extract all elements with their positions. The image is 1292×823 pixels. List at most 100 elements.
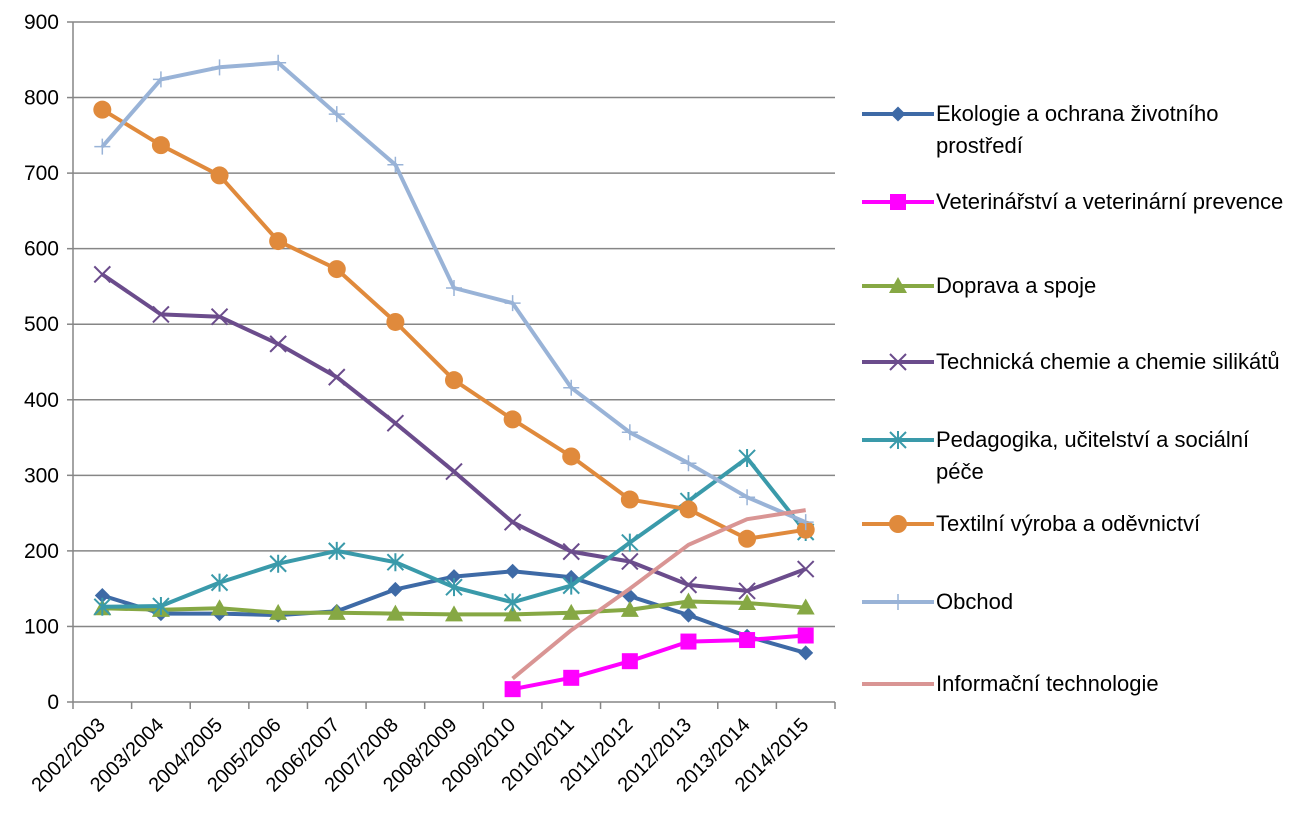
y-tick-label: 700 (24, 162, 59, 185)
legend-label: Pedagogika, učitelství a sociální péče (936, 427, 1250, 484)
data-point (738, 448, 756, 467)
data-point (503, 605, 522, 622)
data-point (680, 633, 697, 650)
data-point (680, 607, 696, 623)
data-point (620, 600, 639, 617)
legend-marker (889, 431, 907, 449)
data-point (562, 603, 581, 620)
data-point (503, 513, 522, 531)
data-point (94, 587, 110, 603)
data-point (445, 605, 463, 622)
data-point (739, 489, 756, 506)
data-point (270, 54, 287, 71)
legend-label: Textilní výroba a oděvnictví (936, 511, 1201, 536)
legend-item: Doprava a spoje (860, 270, 1290, 302)
legend-item: Informační technologie (860, 668, 1290, 700)
data-point (386, 312, 405, 331)
y-tick-label: 200 (24, 540, 59, 563)
y-tick-label: 800 (24, 87, 59, 110)
data-point (210, 307, 229, 326)
data-point (328, 541, 346, 560)
x-axis-tick-labels: 2002/20032003/20042004/20052005/20062006… (27, 714, 813, 796)
y-axis-tick-labels: 0 100 200 300 400 500 600 700 800 900 (24, 11, 59, 714)
data-point (679, 576, 698, 594)
y-tick-label: 0 (47, 691, 59, 714)
data-point (386, 414, 405, 432)
data-point (387, 581, 403, 597)
series-6 (94, 54, 814, 531)
gridlines (73, 21, 835, 628)
y-tick-label: 600 (24, 238, 59, 261)
data-point (562, 576, 580, 595)
data-point (620, 490, 639, 509)
legend-symbol (862, 682, 934, 686)
data-point (211, 59, 228, 76)
data-point (679, 592, 698, 609)
data-point (152, 305, 170, 324)
legend-symbol (862, 353, 934, 371)
data-point (563, 669, 580, 686)
legend-label: Ekologie a ochrana životního prostředí (936, 101, 1219, 158)
data-point (621, 533, 639, 552)
legend-symbol (862, 515, 934, 533)
legend-label: Obchod (936, 589, 1014, 614)
data-point (269, 335, 287, 353)
data-point (93, 597, 112, 616)
data-point (796, 560, 815, 578)
data-point (739, 632, 756, 649)
y-tick-label: 400 (24, 389, 59, 412)
data-point (562, 447, 581, 466)
series-5 (93, 100, 815, 548)
data-point (151, 136, 170, 155)
data-point (504, 681, 521, 698)
data-point (328, 368, 346, 386)
data-point (93, 265, 112, 284)
data-point (505, 563, 521, 579)
legend-label: Informační technologie (936, 671, 1159, 696)
data-point (387, 156, 404, 173)
data-point (445, 578, 463, 597)
data-point (152, 597, 170, 616)
data-point (504, 295, 521, 312)
data-point (269, 554, 287, 573)
y-tick-label: 100 (24, 615, 59, 638)
data-point (269, 232, 288, 251)
legend-marker (889, 353, 907, 371)
data-point (796, 598, 815, 615)
data-point (93, 100, 112, 119)
series-1 (504, 627, 814, 698)
data-point (446, 569, 462, 585)
legend-symbol (862, 594, 934, 610)
legend-marker (890, 594, 906, 610)
legend-item: Textilní výroba a oděvnictví (860, 508, 1290, 540)
data-point (680, 455, 697, 472)
data-point (797, 514, 814, 531)
axes (67, 21, 836, 709)
data-point (446, 279, 462, 296)
series-7 (511, 508, 807, 681)
data-point (798, 645, 814, 661)
data-point (327, 260, 346, 279)
data-point (738, 594, 757, 611)
legend-marker (890, 194, 906, 210)
data-point (503, 410, 522, 429)
legend-marker (889, 277, 907, 293)
legend-item: Ekologie a ochrana životního prostředí (860, 98, 1290, 162)
legend-symbol (862, 106, 934, 122)
data-point (679, 500, 698, 519)
data-point (562, 542, 580, 561)
legend-marker (889, 515, 907, 533)
legend-item: Obchod (860, 586, 1290, 618)
y-tick-label: 900 (24, 11, 59, 34)
data-point (210, 573, 229, 592)
legend-item: Pedagogika, učitelství a sociální péče (860, 424, 1290, 488)
series-line (511, 508, 807, 681)
legend-item: Technická chemie a chemie silikátů (860, 346, 1290, 378)
legend-label: Doprava a spoje (936, 273, 1097, 298)
legend-marker (890, 106, 906, 122)
data-point (738, 582, 756, 600)
legend-symbol (862, 277, 934, 293)
legend-symbol (862, 194, 934, 210)
data-point (621, 653, 638, 670)
